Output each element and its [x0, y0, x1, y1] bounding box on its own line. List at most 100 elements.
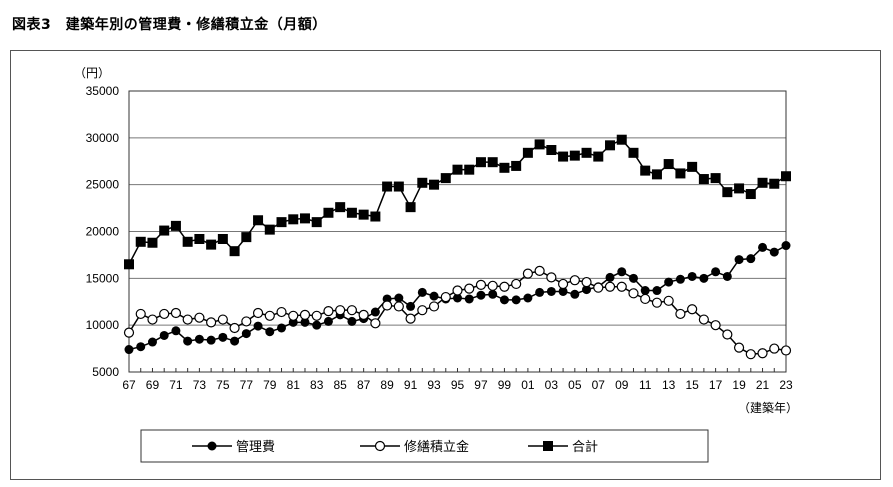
data-point [288, 214, 299, 225]
data-point [394, 293, 404, 303]
data-point [323, 316, 333, 326]
data-point [698, 174, 709, 185]
data-point [651, 297, 663, 308]
data-point [557, 278, 569, 290]
data-point [159, 225, 170, 236]
data-point [535, 287, 545, 297]
data-point [323, 207, 334, 218]
x-tick-label: 95 [451, 378, 465, 392]
data-point [745, 189, 756, 200]
data-point [171, 326, 181, 336]
data-point [241, 316, 252, 327]
x-tick-label: 21 [756, 378, 770, 392]
data-point [546, 286, 556, 296]
data-point [393, 301, 404, 312]
data-point [733, 342, 745, 353]
x-tick-label: 13 [662, 378, 676, 392]
data-point [147, 314, 158, 325]
legend-box [140, 429, 709, 463]
data-point [546, 272, 557, 283]
data-point [241, 329, 251, 339]
data-point [488, 289, 498, 299]
data-point [370, 307, 380, 317]
data-point [382, 181, 393, 192]
y-tick-label: 30000 [86, 131, 120, 145]
y-axis-label: （円） [74, 66, 110, 80]
data-point [311, 217, 322, 228]
data-point [358, 209, 369, 220]
data-point [346, 207, 357, 218]
y-tick-label: 20000 [86, 225, 120, 239]
x-tick-label: 07 [592, 378, 606, 392]
data-point [136, 342, 146, 352]
data-point [628, 147, 639, 158]
data-point [206, 239, 217, 250]
data-point [347, 316, 357, 326]
data-point [123, 327, 135, 338]
data-point [698, 314, 709, 325]
data-point [335, 305, 346, 316]
legend-marker [543, 441, 553, 451]
data-point [722, 271, 732, 281]
x-tick-label: 15 [685, 378, 699, 392]
data-point [382, 300, 393, 311]
data-point [440, 173, 451, 184]
legend-marker [207, 441, 217, 451]
data-point [616, 134, 627, 145]
data-point [628, 273, 638, 283]
data-point [417, 305, 428, 316]
data-point [299, 309, 311, 320]
legend-marker [374, 440, 386, 452]
data-point [335, 202, 346, 213]
data-point [206, 335, 216, 345]
data-point [534, 265, 545, 276]
x-tick-label: 81 [287, 378, 301, 392]
data-point [312, 320, 322, 330]
legend-label: 合計 [572, 439, 598, 455]
data-point [428, 301, 440, 312]
data-point [464, 283, 475, 294]
data-point [300, 317, 310, 327]
data-point [452, 164, 463, 175]
x-tick-label: 91 [404, 378, 418, 392]
data-point [452, 285, 463, 296]
data-point [217, 233, 228, 244]
data-point [675, 168, 686, 179]
data-point [593, 151, 604, 162]
data-point [651, 169, 662, 180]
x-tick-label: 99 [498, 378, 512, 392]
data-point [687, 304, 698, 315]
x-tick-label: 05 [568, 378, 582, 392]
chart-title: 図表3 建築年別の管理費・修繕積立金（月額） [12, 17, 327, 33]
x-tick-label: 97 [474, 378, 488, 392]
data-point [522, 147, 533, 158]
data-point [253, 321, 263, 331]
data-point [217, 314, 228, 325]
data-point [218, 332, 228, 342]
data-point [734, 255, 744, 265]
data-point [511, 295, 521, 305]
data-point [393, 181, 404, 192]
data-point [769, 343, 780, 354]
x-tick-label: 85 [333, 378, 347, 392]
data-point [124, 345, 134, 355]
data-point [499, 281, 510, 292]
data-point [464, 164, 475, 175]
data-point [417, 177, 428, 188]
data-point [159, 308, 170, 320]
data-point [675, 274, 685, 284]
data-point [182, 236, 193, 247]
data-point [711, 267, 721, 277]
x-tick-label: 11 [639, 378, 652, 392]
data-point [663, 295, 674, 306]
data-point [194, 334, 204, 344]
data-point [183, 336, 193, 346]
data-point [558, 286, 568, 296]
data-point [370, 211, 381, 222]
x-tick-label: 79 [263, 378, 277, 392]
data-point [581, 276, 592, 288]
y-tick-label: 35000 [86, 84, 120, 98]
data-point [440, 291, 451, 303]
chart-frame [10, 50, 881, 480]
